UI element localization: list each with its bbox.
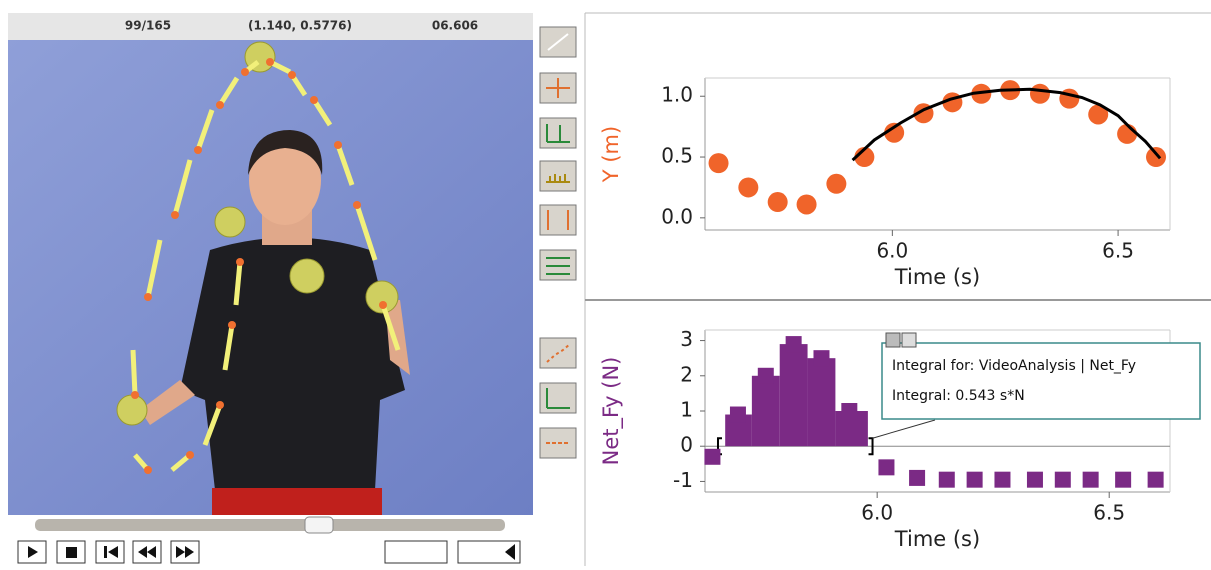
- y-tick-label: 1: [680, 398, 693, 422]
- data-point: [1055, 472, 1071, 488]
- data-point: [1083, 472, 1099, 488]
- integral-bar: [780, 344, 808, 446]
- frame-counter: 99/165: [125, 19, 171, 33]
- options-button[interactable]: [902, 333, 916, 347]
- data-point: [1117, 124, 1137, 144]
- y-tick-label: 3: [680, 327, 693, 351]
- integral-box: [882, 343, 1200, 419]
- close-button[interactable]: [886, 333, 900, 347]
- x-axis-title: Time (s): [894, 527, 980, 551]
- screen: 99/165 (1.140, 0.5776) 06.606: [0, 0, 1211, 566]
- data-point: [939, 472, 955, 488]
- video-time: 06.606: [432, 19, 478, 33]
- data-point: [704, 449, 720, 465]
- data-point: [709, 153, 729, 173]
- set-origin-button[interactable]: [385, 541, 447, 563]
- data-point: [1148, 472, 1164, 488]
- integral-text: Integral: 0.543 s*N: [892, 388, 1025, 404]
- data-point: [1030, 84, 1050, 104]
- y-tick-label: 0: [680, 433, 693, 457]
- data-point: [1146, 147, 1166, 167]
- fit-curve: [853, 89, 1161, 160]
- cursor-coords: (1.140, 0.5776): [248, 19, 352, 33]
- x-tick-label: 6.0: [861, 501, 893, 525]
- callout-leader: [873, 420, 935, 438]
- integral-bar: [752, 376, 780, 446]
- tool-button[interactable]: [540, 205, 576, 235]
- page: 99/165 (1.140, 0.5776) 06.606: [0, 0, 1211, 570]
- data-point: [738, 177, 758, 197]
- time-slider[interactable]: [35, 519, 505, 531]
- data-point: [994, 472, 1010, 488]
- data-point: [1115, 472, 1131, 488]
- data-point: [813, 350, 829, 366]
- data-point: [1027, 472, 1043, 488]
- integral-bar: [808, 358, 836, 446]
- y-tick-label: -1: [673, 468, 693, 492]
- data-point: [730, 407, 746, 423]
- data-point: [826, 174, 846, 194]
- y-tick-label: 2: [680, 362, 693, 386]
- x-tick-label: 6.5: [1102, 239, 1134, 263]
- data-point: [909, 470, 925, 486]
- y-tick-label: 0.5: [661, 144, 693, 168]
- y-axis-title: Y (m): [599, 126, 623, 183]
- x-axis-title: Time (s): [894, 265, 980, 289]
- data-point: [878, 459, 894, 475]
- data-point: [841, 403, 857, 419]
- tool-button[interactable]: [540, 118, 576, 148]
- y-axis-title: Net_Fy (N): [599, 357, 624, 466]
- data-point: [797, 194, 817, 214]
- y-tick-label: 1.0: [661, 83, 693, 107]
- data-point: [967, 472, 983, 488]
- x-tick-label: 6.5: [1093, 501, 1125, 525]
- playback-controls: [18, 541, 520, 563]
- x-tick-label: 6.0: [876, 239, 908, 263]
- data-point: [768, 192, 788, 212]
- data-point: [758, 368, 774, 384]
- tool-button[interactable]: [540, 161, 576, 191]
- y-tick-label: 0.0: [661, 204, 693, 228]
- integral-text: Integral for: VideoAnalysis | Net_Fy: [892, 358, 1136, 374]
- data-point: [786, 336, 802, 352]
- slider-thumb[interactable]: [305, 517, 333, 533]
